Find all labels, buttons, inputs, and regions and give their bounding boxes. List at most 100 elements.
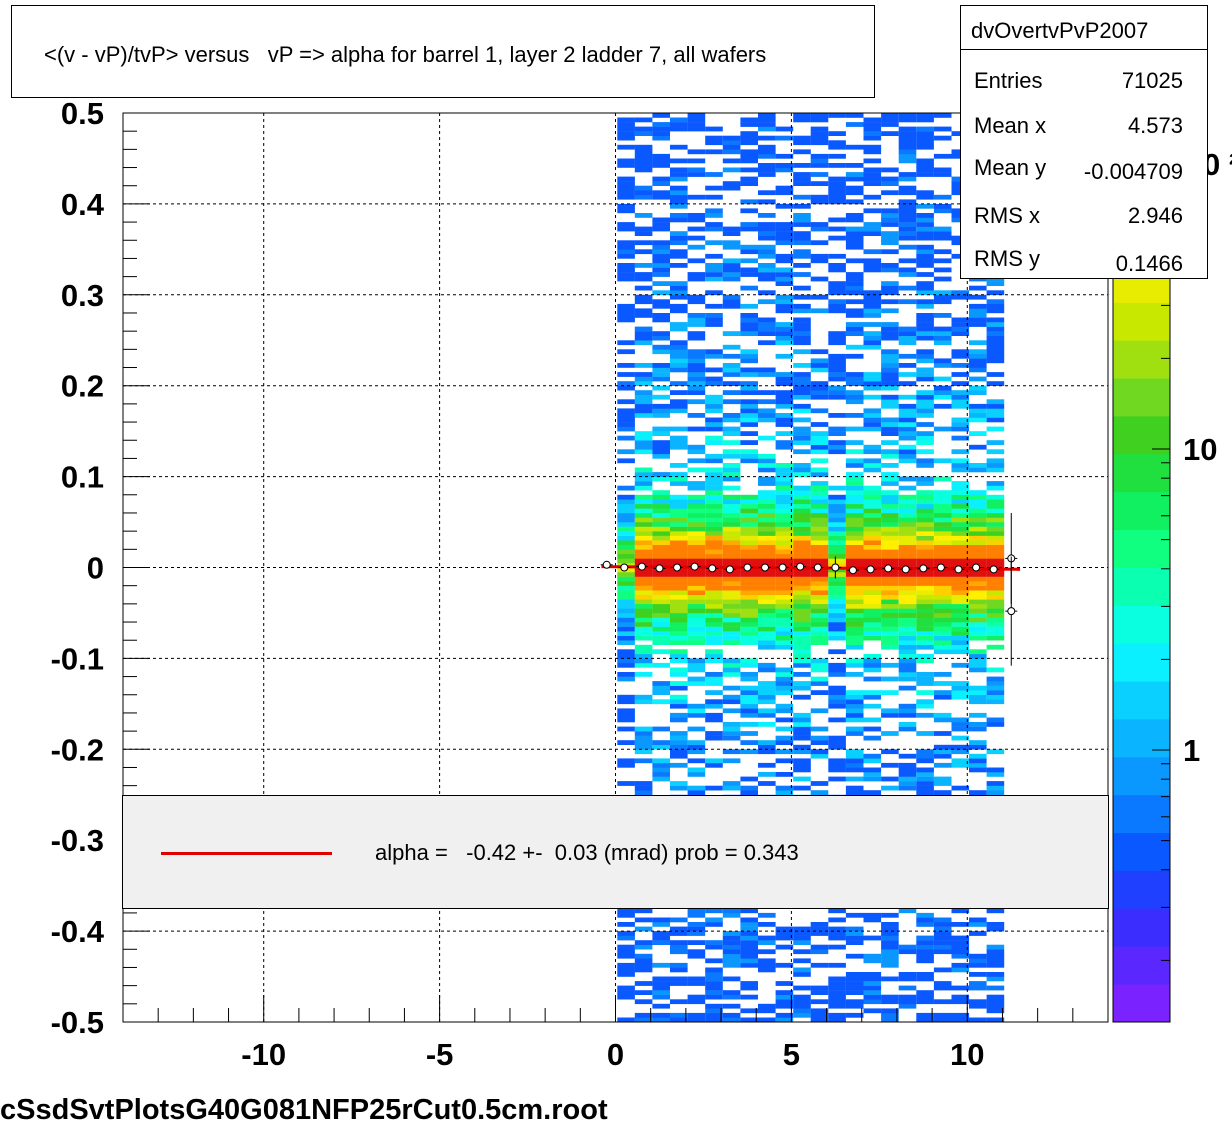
heatmap-cell <box>617 535 635 541</box>
heatmap-cell <box>652 994 670 1000</box>
heatmap-cell <box>933 522 952 527</box>
heatmap-cell <box>863 603 882 609</box>
heatmap-cell <box>793 631 811 636</box>
heatmap-cell <box>740 499 758 505</box>
heatmap-cell <box>898 526 917 532</box>
heatmap-cell <box>986 944 1005 950</box>
color-scale-band <box>1113 567 1170 606</box>
heatmap-cell <box>810 922 829 927</box>
heatmap-cell <box>810 363 829 368</box>
heatmap-cell <box>951 290 970 296</box>
heatmap-cell <box>722 931 741 936</box>
heatmap-cell <box>652 776 670 782</box>
heatmap-cell <box>916 272 934 277</box>
heatmap-cell <box>951 681 970 686</box>
heatmap-cell <box>986 699 1005 705</box>
heatmap-cell <box>828 431 846 436</box>
heatmap-cell <box>969 653 987 659</box>
heatmap-cell <box>670 303 688 309</box>
heatmap-cell <box>793 426 811 432</box>
heatmap-cell <box>775 276 794 282</box>
heatmap-cell <box>793 285 811 291</box>
heatmap-cell <box>705 613 723 618</box>
heatmap-cell <box>863 122 882 127</box>
heatmap-cell <box>933 581 952 586</box>
heatmap-cell <box>845 726 864 732</box>
heatmap-cell <box>722 494 741 500</box>
heatmap-cell <box>775 626 794 632</box>
heatmap-cell <box>986 953 1005 959</box>
heatmap-cell <box>863 290 882 296</box>
heatmap-cell <box>898 499 917 505</box>
heatmap-cell <box>881 308 899 314</box>
heatmap-cell <box>634 231 653 236</box>
heatmap-cell <box>969 363 987 368</box>
heatmap-cell <box>652 494 670 500</box>
heatmap-cell <box>793 390 811 395</box>
heatmap-cell <box>687 149 706 155</box>
heatmap-cell <box>828 613 846 618</box>
heatmap-cell <box>652 544 670 550</box>
heatmap-cell <box>617 135 635 141</box>
heatmap-cell <box>670 363 688 368</box>
heatmap-cell <box>933 940 952 945</box>
heatmap-cell <box>740 731 758 736</box>
heatmap-cell <box>810 140 829 146</box>
y-axis-tick-labels: 0.50.40.30.20.10-0.1-0.2-0.3-0.4-0.5 <box>51 96 105 1040</box>
heatmap-cell <box>951 322 970 327</box>
heatmap-cell <box>670 494 688 500</box>
heatmap-cell <box>617 622 635 627</box>
heatmap-cell <box>775 413 794 418</box>
heatmap-cell <box>775 163 794 168</box>
heatmap-cell <box>986 772 1005 777</box>
heatmap-cell <box>687 981 706 986</box>
heatmap-cell <box>758 413 776 418</box>
heatmap-cell <box>845 372 864 377</box>
heatmap-cell <box>933 517 952 523</box>
heatmap-cell <box>845 767 864 773</box>
heatmap-cell <box>951 785 970 791</box>
heatmap-cell <box>986 585 1005 591</box>
heatmap-cell <box>687 535 706 541</box>
heatmap-cell <box>617 408 635 414</box>
heatmap-cell <box>845 503 864 509</box>
heatmap-cell <box>758 467 776 473</box>
heatmap-cell <box>652 272 670 277</box>
heatmap-cell <box>986 540 1005 545</box>
heatmap-cell <box>617 740 635 745</box>
heatmap-cell <box>933 508 952 514</box>
heatmap-cell <box>898 517 917 523</box>
heatmap-cell <box>845 912 864 918</box>
heatmap-cell <box>670 499 688 505</box>
heatmap-cell <box>617 640 635 645</box>
heatmap-cell <box>775 267 794 273</box>
heatmap-cell <box>828 544 846 550</box>
heatmap-cell <box>916 558 934 564</box>
heatmap-cell <box>617 544 635 550</box>
heatmap-cell <box>810 485 829 491</box>
heatmap-cell <box>634 440 653 445</box>
heatmap-cell <box>916 940 934 945</box>
heatmap-cell <box>705 690 723 695</box>
heatmap-cell <box>722 613 741 618</box>
heatmap-cell <box>634 781 653 786</box>
heatmap-cell <box>916 167 934 173</box>
heatmap-cell <box>916 203 934 209</box>
heatmap-cell <box>933 458 952 464</box>
heatmap-cell <box>617 635 635 641</box>
heatmap-cell <box>916 749 934 755</box>
heatmap-cell <box>793 617 811 623</box>
heatmap-cell <box>705 622 723 627</box>
heatmap-cell <box>845 785 864 791</box>
heatmap-cell <box>740 994 758 1000</box>
heatmap-cell <box>828 526 846 532</box>
heatmap-cell <box>881 712 899 718</box>
heatmap-cell <box>951 503 970 509</box>
heatmap-cell <box>845 658 864 664</box>
color-scale-band <box>1113 453 1170 493</box>
heatmap-cell <box>898 776 917 782</box>
heatmap-cell <box>670 199 688 205</box>
heatmap-cell <box>898 449 917 455</box>
heatmap-cell <box>670 167 688 173</box>
heatmap-cell <box>881 935 899 941</box>
